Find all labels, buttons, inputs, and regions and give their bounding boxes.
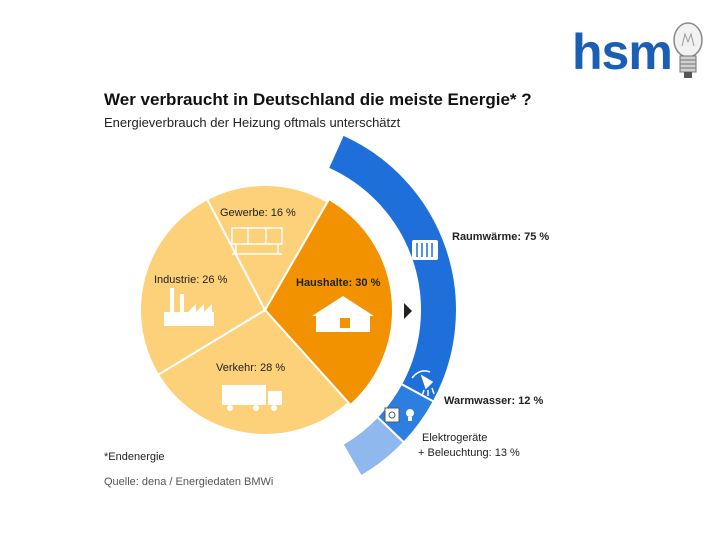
chart-title: Wer verbraucht in Deutschland die meiste… <box>104 90 532 109</box>
truck-icon <box>222 385 282 411</box>
hsm-logo: hsm <box>572 20 703 84</box>
label-verkehr: Verkehr: 28 % <box>216 362 285 374</box>
label-elektro-line1: Elektrogeräte <box>422 432 487 444</box>
label-elektro-line2: + Beleuchtung: 13 % <box>418 447 520 459</box>
factory-icon <box>164 288 214 326</box>
source-note: Quelle: dena / Energiedaten BMWi <box>104 476 274 488</box>
label-warmwasser: Warmwasser: 12 % <box>444 395 543 407</box>
label-gewerbe: Gewerbe: 16 % <box>220 207 296 219</box>
pie-slice-haushalte <box>263 197 394 407</box>
appliance-icon <box>384 407 414 423</box>
shower-icon <box>411 370 435 397</box>
footnote: *Endenergie <box>104 451 165 463</box>
pie-slice-gewerbe <box>205 183 329 313</box>
label-industrie: Industrie: 26 % <box>154 274 228 286</box>
pie-slice-industrie <box>139 197 267 377</box>
chart-subtitle: Energieverbrauch der Heizung oftmals unt… <box>104 115 401 130</box>
label-raumwaerme: Raumwärme: 75 % <box>452 231 549 243</box>
light-bulb-icon <box>673 22 703 78</box>
ring-segment-3 <box>341 415 406 478</box>
radiator-icon <box>412 240 438 260</box>
logo-text: hsm <box>572 24 673 80</box>
pointer-arrow <box>404 303 412 319</box>
shop-icon <box>231 227 283 255</box>
label-haushalte: Haushalte: 30 % <box>296 277 381 289</box>
house-icon <box>312 296 374 332</box>
pie-slice-verkehr <box>156 308 351 436</box>
